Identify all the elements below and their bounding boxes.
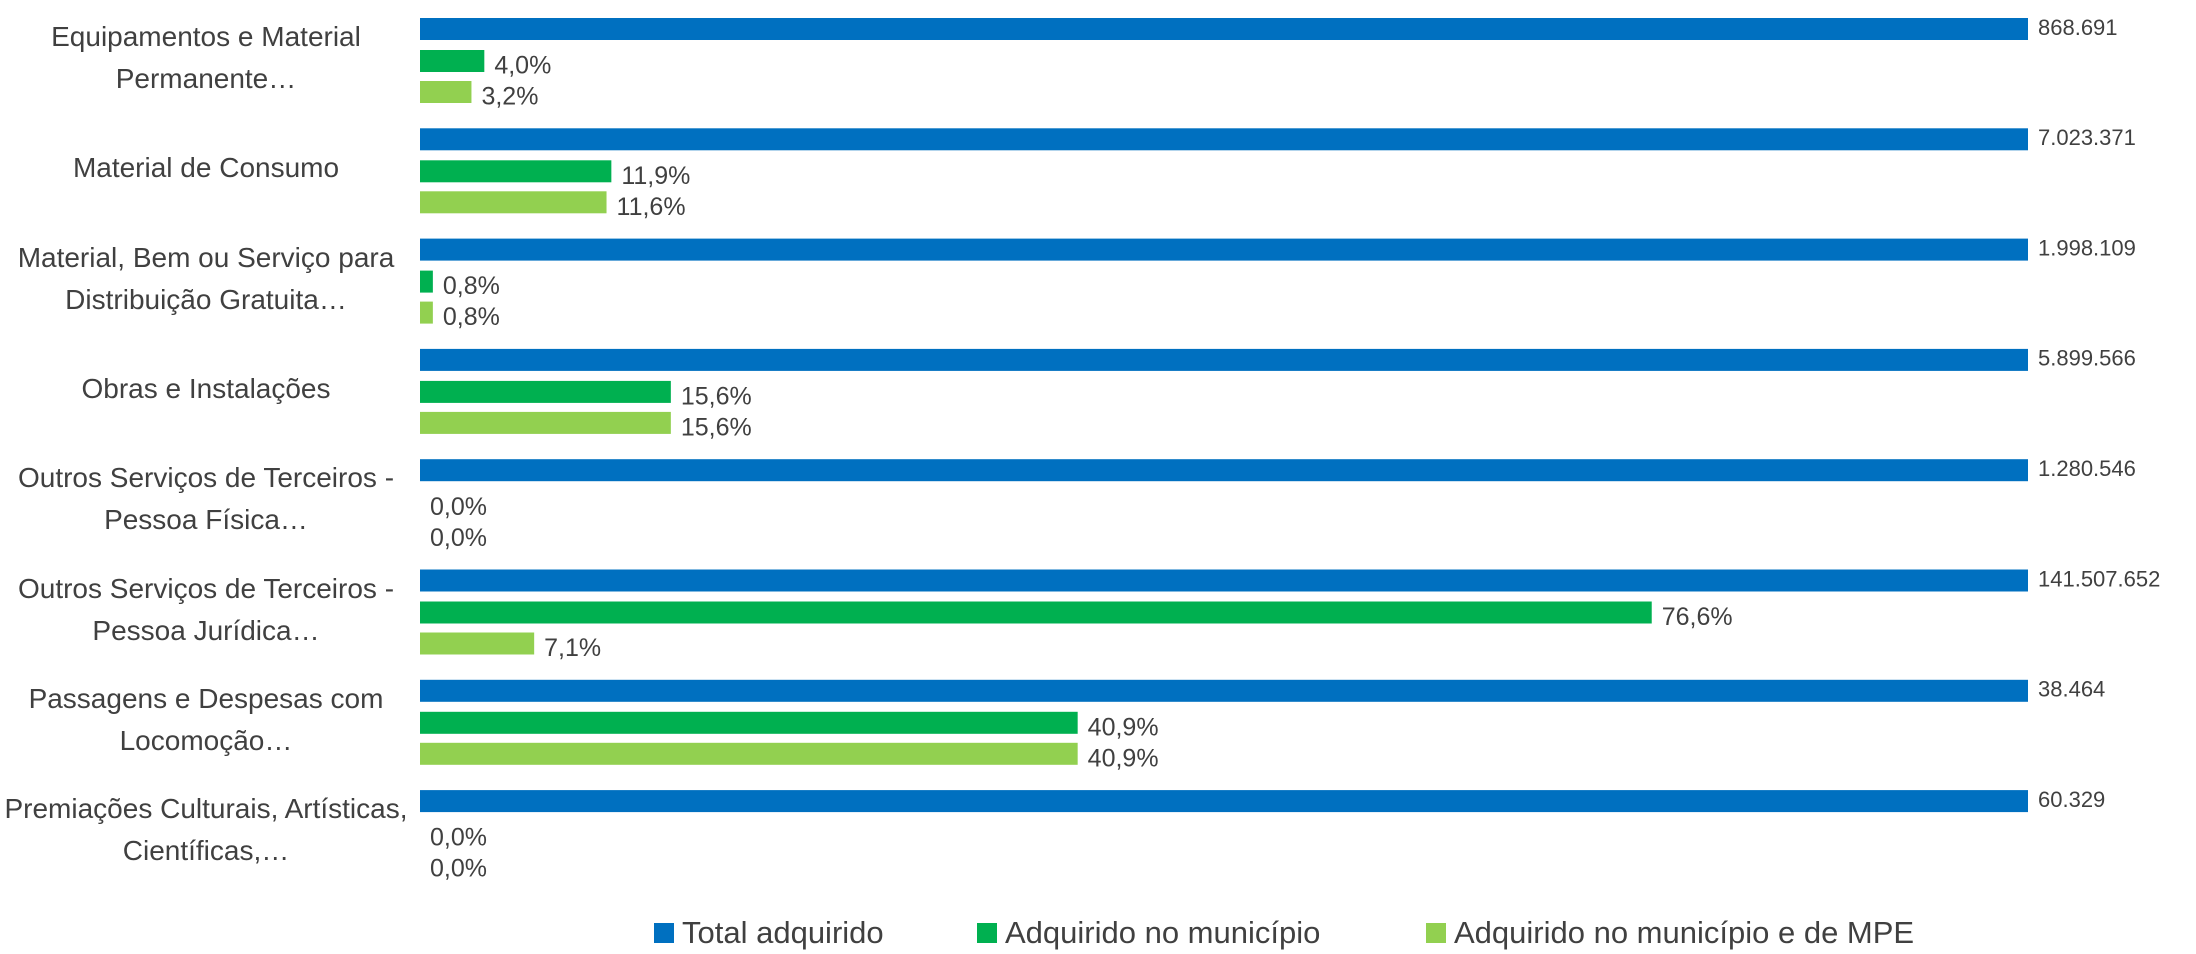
- bar: [420, 81, 472, 103]
- value-label: 0,0%: [430, 824, 487, 852]
- value-label: 7.023.371: [2038, 125, 2136, 150]
- bar: [420, 50, 485, 72]
- legend-label: Adquirido no município e de MPE: [1454, 915, 1914, 950]
- bar: [420, 632, 535, 655]
- value-label: 60.329: [2038, 787, 2105, 812]
- category-label: Obras e Instalações: [81, 372, 331, 404]
- bar: [420, 711, 1078, 734]
- value-label: 11,6%: [617, 193, 686, 221]
- value-label: 1.280.546: [2038, 456, 2136, 481]
- value-label: 0,8%: [443, 303, 500, 331]
- value-label: 7,1%: [544, 634, 601, 662]
- category-label: Outros Serviços de Terceiros - Pessoa Ju…: [17, 572, 395, 646]
- value-label: 141.507.652: [2038, 566, 2160, 591]
- value-label: 1.998.109: [2038, 235, 2136, 260]
- bar: [420, 348, 2028, 371]
- bar: [420, 301, 433, 324]
- value-label: 0,0%: [430, 855, 487, 883]
- value-label: 15,6%: [681, 414, 752, 442]
- value-label: 0,0%: [430, 493, 487, 521]
- category-label: Material de Consumo: [72, 152, 340, 184]
- value-label: 15,6%: [681, 383, 752, 411]
- bar: [420, 128, 2028, 151]
- category-label: Premiações Culturais, Artísticas, Cientí…: [4, 793, 408, 867]
- value-label: 0,8%: [443, 272, 500, 300]
- bar: [420, 742, 1078, 765]
- value-label: 3,2%: [481, 83, 538, 111]
- value-label: 76,6%: [1662, 603, 1733, 631]
- bar: [420, 191, 607, 214]
- legend-swatch: [654, 923, 674, 943]
- category-label: Passagens e Despesas com Locomoção…: [28, 682, 384, 756]
- value-label: 11,9%: [621, 162, 690, 190]
- bar: [420, 160, 612, 183]
- bar: [420, 411, 671, 434]
- value-label: 40,9%: [1088, 713, 1159, 741]
- legend-label: Adquirido no município: [1005, 915, 1320, 950]
- value-label: 868.691: [2038, 15, 2118, 40]
- category-label: Outros Serviços de Terceiros - Pessoa Fí…: [17, 462, 395, 536]
- bar: [420, 679, 2028, 702]
- bar: [420, 569, 2028, 592]
- legend-label: Total adquirido: [682, 915, 884, 950]
- bar: [420, 18, 2028, 40]
- value-label: 0,0%: [430, 524, 487, 552]
- legend-swatch: [1426, 923, 1446, 943]
- bar: [420, 238, 2028, 261]
- bar: [420, 601, 1652, 624]
- bar: [420, 270, 433, 293]
- bar: [420, 380, 671, 403]
- value-label: 40,9%: [1088, 744, 1159, 772]
- value-label: 5.899.566: [2038, 346, 2136, 371]
- category-label: Material, Bem ou Serviço para Distribuiç…: [17, 241, 395, 315]
- bar: [420, 459, 2028, 482]
- bar: [420, 790, 2028, 813]
- legend-swatch: [977, 923, 997, 943]
- value-label: 4,0%: [494, 52, 551, 80]
- category-label: Equipamentos e Material Permanente…: [51, 21, 361, 94]
- value-label: 38.464: [2038, 677, 2105, 702]
